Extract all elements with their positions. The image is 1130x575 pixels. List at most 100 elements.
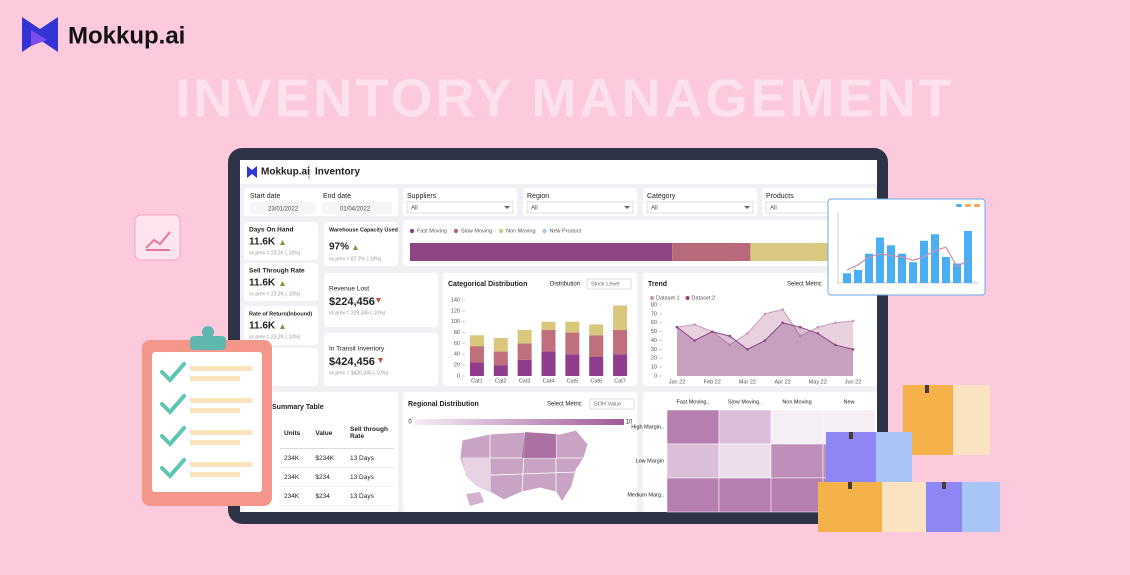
date-input[interactable] (322, 202, 392, 214)
bar-segment (565, 354, 580, 376)
control-label: Select Metric (547, 402, 582, 408)
control-select[interactable] (589, 398, 635, 410)
bar-segment (469, 346, 484, 363)
table-cell: 234K (280, 467, 312, 487)
table-cell: 234K (280, 486, 312, 506)
legend-marker (542, 228, 547, 234)
bar-segment (517, 343, 532, 360)
y-tick-label: 30 (651, 347, 657, 353)
x-tick-label: Cat4 (543, 378, 555, 384)
heat-cell (822, 409, 876, 445)
filter-select[interactable] (646, 201, 754, 214)
heat-cell (822, 443, 876, 479)
decoration (240, 160, 877, 184)
legend-entry: Dataset 2 (692, 295, 716, 301)
bar-segment (565, 332, 580, 355)
legend-marker (650, 296, 654, 300)
kpi-comparison: vs prev = 209,345 (-10%) (329, 310, 386, 316)
series-point (728, 334, 732, 338)
table-cell: $234 (311, 467, 346, 487)
alaska (466, 492, 484, 506)
trend-arrow (280, 281, 285, 286)
legend-entry: New Product (550, 228, 582, 234)
y-tick-label: 70 (651, 311, 657, 317)
categorical-card (443, 273, 637, 386)
x-tick-label: Jan 22 (669, 379, 686, 385)
bar-segment (469, 362, 484, 376)
x-tick-label: Cat7 (614, 378, 626, 384)
chart-title: Trend (648, 281, 667, 288)
filter-select[interactable] (765, 201, 873, 214)
kpi-card (244, 222, 318, 260)
bar-segment (469, 335, 484, 347)
bar-segment (565, 321, 580, 333)
y-tick-label: 0 (457, 373, 460, 379)
x-tick-label: Cat5 (567, 378, 579, 384)
filter-value: All (651, 206, 658, 212)
y-tick-label: 0 (654, 373, 657, 379)
table-header: Units Value Sell through Rate (280, 418, 394, 449)
control-select[interactable] (586, 278, 632, 290)
date-label: Start date (250, 193, 280, 200)
x-tick-label: Cat1 (471, 378, 483, 384)
banner-title: INVENTORY MANAGEMENT (175, 68, 954, 128)
kpi-label: Warehouse Capacity Used (329, 227, 398, 233)
heat-cell (666, 477, 720, 513)
bar-segment (589, 335, 604, 357)
trend-arrow (280, 324, 285, 329)
kpi-value: 97% (329, 242, 349, 253)
trend-arrow (280, 240, 285, 245)
control-value: Stock Level (591, 281, 619, 287)
summary-table: Units Value Sell through Rate 234K $234K 13 D… (280, 418, 394, 506)
heat-cell (770, 409, 824, 445)
filter-label: Products (766, 193, 794, 200)
bar-segment (613, 305, 628, 330)
control-label: Distribution (550, 282, 580, 288)
map-shade (462, 458, 490, 492)
series-point (728, 343, 732, 347)
trend-arrow (353, 245, 358, 250)
bar-segment (517, 329, 532, 344)
heat-cell (718, 443, 772, 479)
kpi-value: 11.6K (249, 237, 276, 248)
color-scale (414, 419, 624, 425)
table-cell: 13 Days (346, 467, 394, 487)
column-header: Sell through Rate (346, 418, 394, 449)
row-label: Medium Marg.. (627, 492, 664, 498)
heat-cell (666, 443, 720, 479)
kpi-label: Revenue Lost (329, 286, 369, 293)
kpi-value: 11.6K (249, 321, 276, 332)
legend-entry: Slow Moving (461, 228, 492, 234)
dropdown-caret (744, 206, 750, 209)
y-tick-label: 20 (454, 363, 460, 369)
bar-segment (589, 357, 604, 376)
filter-select[interactable] (406, 201, 514, 214)
y-tick-label: 20 (651, 356, 657, 362)
table-row: 234K $234 13 Days (280, 467, 394, 487)
date-value: 23/01/2022 (268, 207, 299, 213)
bar-segment (613, 354, 628, 376)
heat-cell (666, 409, 720, 445)
trend-arrow (378, 358, 383, 363)
scale-label: 10 (626, 420, 633, 426)
summary-table-card: Summary Table Units Value Sell through Rat… (244, 392, 398, 512)
kpi-label: In Transit Inventory (329, 346, 385, 353)
logo-icon (22, 17, 58, 52)
filter-select[interactable] (526, 201, 634, 214)
y-tick-label: 120 (451, 308, 460, 314)
series-point (693, 323, 696, 326)
series-point (851, 319, 855, 323)
heat-cell (770, 477, 824, 513)
y-tick-label: 50 (651, 329, 657, 335)
x-tick-label: Cat3 (519, 378, 531, 384)
bar-segment (613, 329, 628, 355)
y-tick-label: 60 (651, 320, 657, 326)
series-area (677, 322, 853, 376)
series-point (816, 325, 820, 329)
row-label: High Margin.. (631, 424, 664, 430)
date-input[interactable] (250, 202, 316, 214)
kpi-card (244, 348, 318, 386)
table-cell: 234K (280, 448, 312, 468)
